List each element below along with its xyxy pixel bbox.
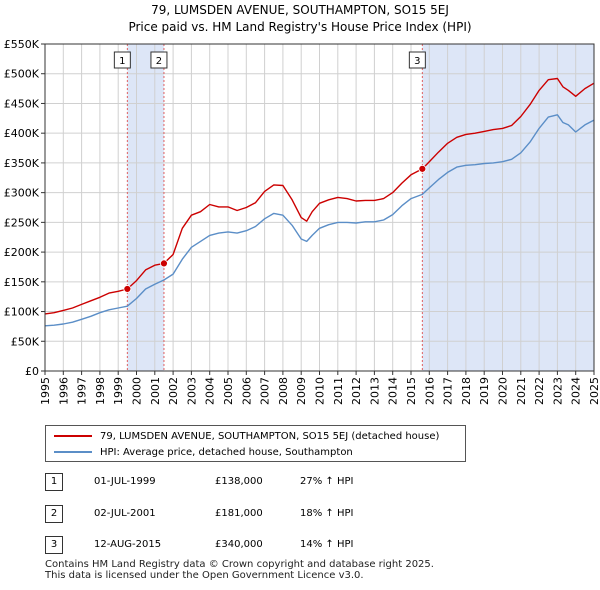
series-line-property xyxy=(44,77,595,315)
x-tick-label-8: 2003 xyxy=(185,377,198,405)
chart-title: 79, LUMSDEN AVENUE, SOUTHAMPTON, SO15 5E… xyxy=(151,3,449,17)
shaded-region-1 xyxy=(127,44,164,371)
transaction-point-1 xyxy=(123,285,132,293)
transaction-date: 12-AUG-2015 xyxy=(94,539,162,550)
transaction-label-box-3 xyxy=(408,51,426,69)
x-tick-label-0: 1995 xyxy=(39,377,52,405)
x-tick-label-4: 1999 xyxy=(112,377,125,405)
y-tick-label-1: £50K xyxy=(11,335,40,348)
y-tick-label-9: £450K xyxy=(4,97,40,110)
y-tick-label-6: £300K xyxy=(4,187,40,200)
legend-item-hpi: HPI: Average price, detached house, Sout… xyxy=(54,445,353,461)
x-tick-label-6: 2001 xyxy=(149,377,162,405)
y-tick-label-3: £150K xyxy=(4,276,40,289)
transaction-label-box-1 xyxy=(113,51,131,69)
legend: 79, LUMSDEN AVENUE, SOUTHAMPTON, SO15 5E… xyxy=(45,425,466,462)
x-tick-label-9: 2004 xyxy=(204,377,217,405)
x-tick-label-21: 2016 xyxy=(423,377,436,405)
x-tick-label-17: 2012 xyxy=(350,377,363,405)
x-tick-label-30: 2025 xyxy=(588,377,600,405)
y-tick-label-8: £400K xyxy=(4,127,40,140)
x-tick-label-29: 2024 xyxy=(570,377,583,405)
y-tick-label-11: £550K xyxy=(4,38,40,51)
x-tick-label-24: 2019 xyxy=(478,377,491,405)
transaction-date: 01-JUL-1999 xyxy=(94,476,156,487)
transaction-number: 1 xyxy=(45,473,63,491)
transaction-price: £138,000 xyxy=(215,476,263,487)
footer: Contains HM Land Registry data © Crown c… xyxy=(45,559,434,581)
x-tick-label-18: 2013 xyxy=(368,377,381,405)
legend-swatch-blue xyxy=(54,451,92,453)
legend-label-hpi: HPI: Average price, detached house, Sout… xyxy=(100,447,353,458)
x-tick-label-11: 2006 xyxy=(240,377,253,405)
chart-subtitle: Price paid vs. HM Land Registry's House … xyxy=(128,20,472,34)
shaded-region-2 xyxy=(422,44,594,371)
x-tick-label-19: 2014 xyxy=(387,377,400,405)
x-axis-ticks: 1995 1996 1997 1998 1999 2000 2001 2002 2003 2004… xyxy=(39,371,600,405)
x-tick-label-2: 1997 xyxy=(76,377,89,405)
transaction-hpi: 18% ↑ HPI xyxy=(300,508,354,519)
transaction-point-2 xyxy=(160,259,168,268)
footer-copyright: Contains HM Land Registry data © Crown c… xyxy=(45,559,434,570)
price-chart: £0 £50K £100K £150K £200K £250K £300K £350K £400… xyxy=(4,38,600,405)
transaction-label-3: 3 xyxy=(414,56,420,67)
y-tick-label-10: £500K xyxy=(4,68,40,81)
x-tick-label-1: 1996 xyxy=(57,377,70,405)
x-tick-label-14: 2009 xyxy=(295,377,308,405)
y-tick-label-4: £200K xyxy=(4,246,40,259)
transaction-label-box-2 xyxy=(150,51,168,69)
transaction-hpi: 27% ↑ HPI xyxy=(300,476,354,487)
transaction-label-1: 1 xyxy=(119,56,125,67)
y-tick-label-5: £250K xyxy=(4,216,40,229)
legend-swatch-red xyxy=(54,435,92,437)
y-tick-label-0: £0 xyxy=(25,365,39,378)
y-axis-ticks: £0 £50K £100K £150K £200K £250K £300K £350K £400… xyxy=(4,38,45,378)
series-lines xyxy=(44,77,595,327)
x-tick-label-7: 2002 xyxy=(167,377,180,405)
x-tick-label-23: 2018 xyxy=(460,377,473,405)
legend-label-property: 79, LUMSDEN AVENUE, SOUTHAMPTON, SO15 5E… xyxy=(100,431,440,442)
x-tick-label-13: 2008 xyxy=(277,377,290,405)
x-tick-label-27: 2022 xyxy=(533,377,546,405)
transaction-number: 3 xyxy=(45,536,63,554)
x-tick-label-16: 2011 xyxy=(332,377,345,405)
y-tick-label-7: £350K xyxy=(4,157,40,170)
transaction-points xyxy=(123,164,427,293)
transaction-labels: 1 2 3 xyxy=(113,51,426,69)
series-line-hpi xyxy=(44,114,595,327)
x-tick-label-10: 2005 xyxy=(222,377,235,405)
x-tick-label-22: 2017 xyxy=(442,377,455,405)
x-tick-label-28: 2023 xyxy=(551,377,564,405)
transaction-price: £340,000 xyxy=(215,539,263,550)
transaction-point-3 xyxy=(418,164,427,173)
shaded-regions xyxy=(127,44,594,371)
transaction-number: 2 xyxy=(45,505,63,523)
x-tick-label-25: 2020 xyxy=(497,377,510,405)
y-tick-label-2: £100K xyxy=(4,306,40,319)
x-tick-label-12: 2007 xyxy=(259,377,272,405)
transaction-label-2: 2 xyxy=(156,56,162,67)
legend-item-property: 79, LUMSDEN AVENUE, SOUTHAMPTON, SO15 5E… xyxy=(54,429,439,445)
x-tick-label-15: 2010 xyxy=(314,377,327,405)
x-tick-label-26: 2021 xyxy=(515,377,528,405)
transaction-price: £181,000 xyxy=(215,508,263,519)
x-tick-label-3: 1998 xyxy=(94,377,107,405)
transaction-date: 02-JUL-2001 xyxy=(94,508,156,519)
footer-licence: This data is licensed under the Open Gov… xyxy=(45,570,364,581)
transaction-markers xyxy=(126,44,423,371)
transaction-hpi: 14% ↑ HPI xyxy=(300,539,354,550)
x-tick-label-5: 2000 xyxy=(131,377,144,405)
x-tick-label-20: 2015 xyxy=(405,377,418,405)
